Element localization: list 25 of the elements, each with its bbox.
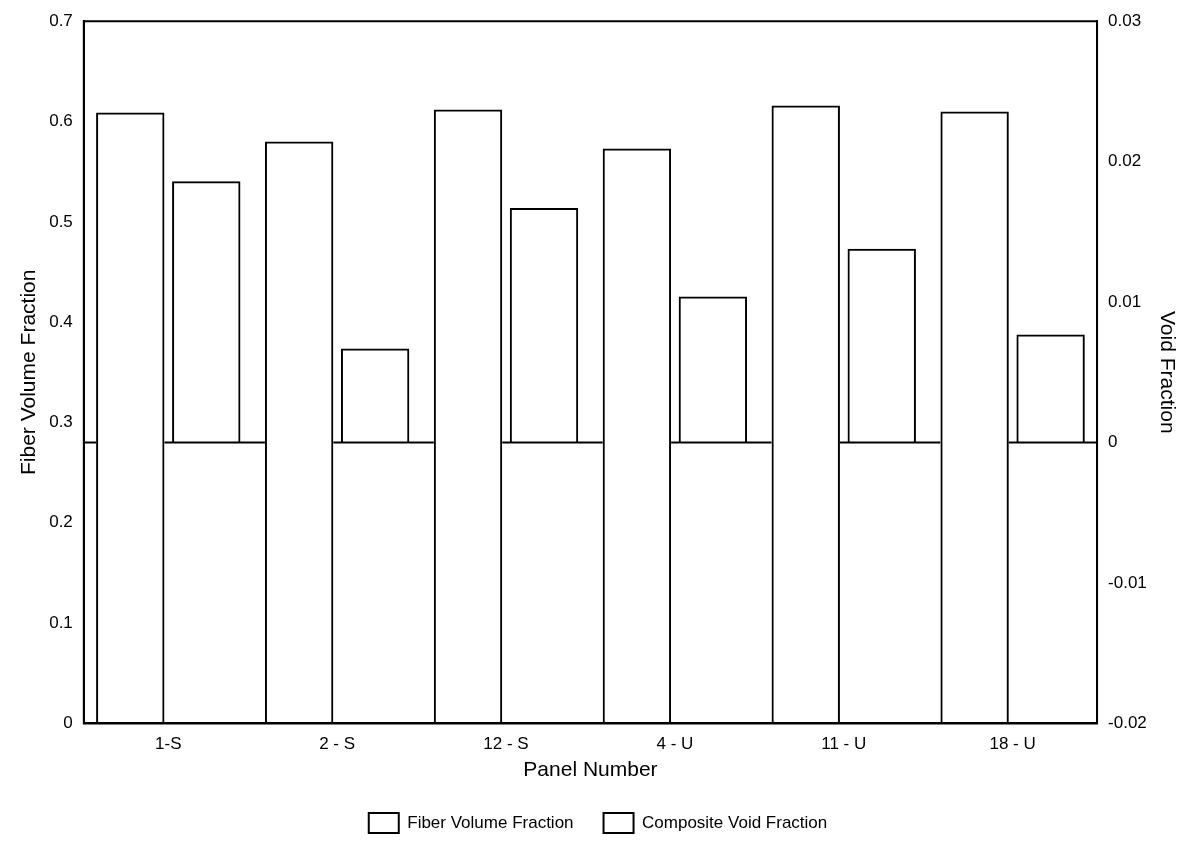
y-tick-label: 0.4 (49, 311, 73, 331)
y-tick-label: 0.1 (49, 612, 73, 632)
x-tick-label: 11 - U (821, 734, 867, 754)
y-axis-title: Fiber Volume Fraction (16, 269, 40, 476)
y2-tick-label: 0.02 (1108, 151, 1142, 171)
y2-tick-label: -0.01 (1108, 572, 1147, 592)
y2-axis-title: Void Fraction (1156, 311, 1180, 434)
legend-label: Composite Void Fraction (642, 812, 828, 832)
y-tick-label: 0.6 (49, 111, 73, 131)
y-tick-label: 0.5 (49, 211, 73, 231)
y2-tick-label: 0.01 (1108, 291, 1142, 311)
y2-tick-label: 0 (1108, 432, 1118, 452)
x-axis-title: Panel Number (523, 757, 658, 781)
y-tick-label: 0 (63, 713, 73, 733)
x-tick-label: 18 - U (989, 734, 1036, 754)
y2-tick-label: -0.02 (1108, 713, 1147, 733)
y-tick-label: 0.7 (49, 10, 73, 30)
x-tick-label: 12 - S (483, 734, 529, 754)
y-tick-label: 0.2 (49, 512, 73, 532)
x-tick-label: 1-S (155, 734, 182, 754)
x-tick-label: 2 - S (319, 734, 356, 754)
y-tick-label: 0.3 (49, 412, 73, 432)
legend-label: Fiber Volume Fraction (407, 812, 574, 832)
y2-tick-label: 0.03 (1108, 10, 1142, 30)
x-tick-label: 4 - U (656, 734, 694, 754)
